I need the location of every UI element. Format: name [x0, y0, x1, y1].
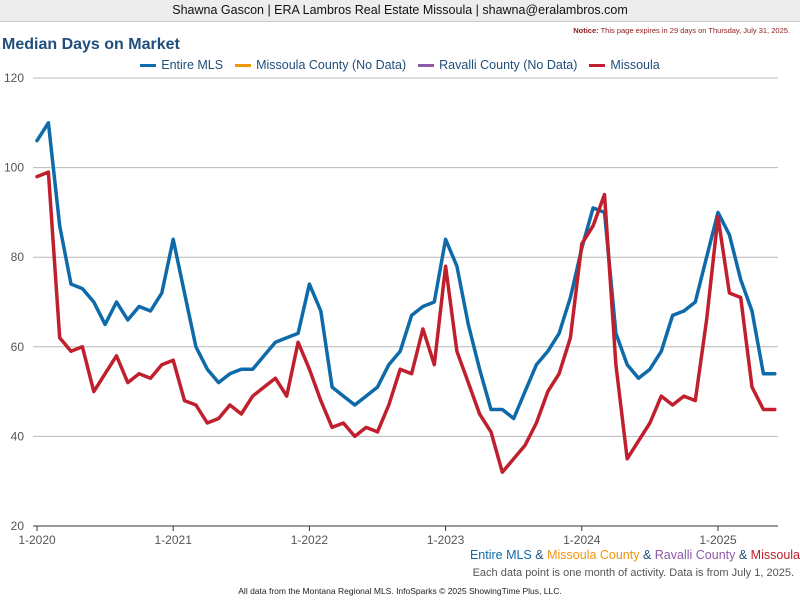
- legend-label: Missoula County (No Data): [256, 58, 407, 72]
- legend-swatch: [140, 63, 157, 67]
- legend-label: Missoula: [610, 58, 660, 72]
- footer-ampersand: &: [735, 548, 751, 562]
- notice-text: This page expires in 29 days on Thursday…: [600, 26, 790, 35]
- x-tick-label: 1-2022: [291, 533, 329, 547]
- x-tick-label: 1-2024: [563, 533, 601, 547]
- footer-series-name: Missoula County: [547, 548, 640, 562]
- footer-ampersand: &: [639, 548, 655, 562]
- y-tick-label: 80: [11, 250, 25, 264]
- legend-item[interactable]: Missoula: [589, 58, 660, 72]
- x-tick-label: 1-2020: [18, 533, 56, 547]
- x-tick-label: 1-2025: [699, 533, 737, 547]
- agent-contact-line: Shawna Gascon | ERA Lambros Real Estate …: [172, 3, 628, 17]
- y-tick-label: 120: [4, 71, 24, 85]
- expiry-notice: Notice: This page expires in 29 days on …: [573, 26, 790, 35]
- series-line-missoula: [35, 170, 777, 474]
- legend-item[interactable]: Ravalli County (No Data): [418, 58, 577, 72]
- y-tick-label: 60: [11, 340, 25, 354]
- legend-swatch: [418, 63, 435, 67]
- footer-series-name: Entire MLS: [469, 548, 532, 562]
- activity-note: Each data point is one month of activity…: [472, 567, 794, 579]
- legend-item[interactable]: Entire MLS: [140, 58, 223, 72]
- series-line-entire-mls: [35, 121, 777, 421]
- y-tick-label: 20: [11, 519, 25, 533]
- legend-label: Entire MLS: [161, 58, 224, 72]
- y-tick-label: 100: [4, 161, 24, 175]
- series-names-footer: Entire MLS & Missoula County & Ravalli C…: [470, 548, 800, 562]
- footer-series-name: Ravalli County: [654, 548, 736, 562]
- y-tick-label: 40: [11, 429, 25, 443]
- x-tick-label: 1-2023: [427, 533, 465, 547]
- notice-label: Notice:: [573, 26, 599, 35]
- agent-header-bar: Shawna Gascon | ERA Lambros Real Estate …: [0, 0, 800, 22]
- chart-legend: Entire MLS Missoula County (No Data) Raval…: [0, 57, 800, 73]
- footer-ampersand: &: [531, 548, 548, 562]
- legend-swatch: [235, 63, 252, 67]
- x-tick-label: 1-2021: [155, 533, 193, 547]
- data-credits: All data from the Montana Regional MLS. …: [238, 586, 562, 596]
- footer-series-name: Missoula: [750, 548, 800, 562]
- legend-swatch: [589, 63, 606, 67]
- legend-label: Ravalli County (No Data): [439, 58, 578, 72]
- chart-title: Median Days on Market: [2, 36, 180, 53]
- legend-item[interactable]: Missoula County (No Data): [235, 58, 406, 72]
